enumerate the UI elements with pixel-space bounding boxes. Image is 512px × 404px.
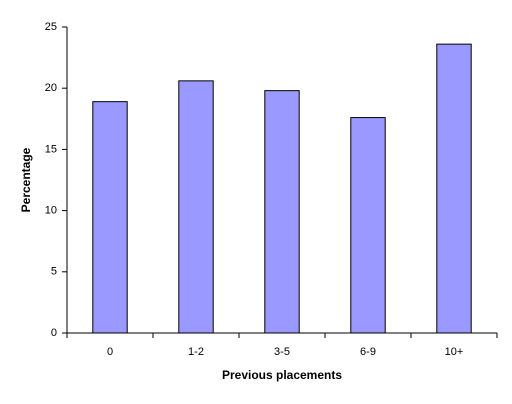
bar	[350, 117, 386, 334]
y-tick-label: 20	[45, 82, 57, 94]
y-tick-label: 5	[51, 266, 57, 278]
bar	[264, 90, 300, 334]
bar	[92, 101, 128, 334]
x-tick-label: 10+	[445, 346, 464, 358]
y-axis-title: Percentage	[19, 147, 33, 212]
x-axis-title: Previous placements	[222, 368, 342, 382]
bar	[436, 43, 472, 334]
bar	[178, 80, 214, 334]
y-tick-label: 0	[51, 327, 57, 339]
x-tick-label: 3-5	[274, 346, 290, 358]
y-tick-label: 25	[45, 21, 57, 33]
x-tick-label: 0	[107, 346, 113, 358]
y-tick-label: 10	[45, 205, 57, 217]
y-tick-label: 15	[45, 143, 57, 155]
x-tick-label: 6-9	[360, 346, 376, 358]
x-tick-label: 1-2	[188, 346, 204, 358]
